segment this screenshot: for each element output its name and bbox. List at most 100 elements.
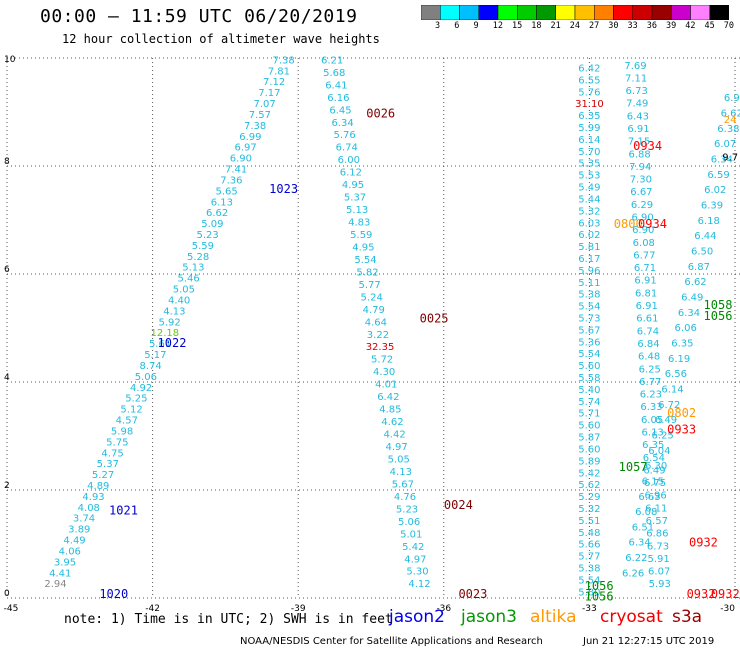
track-value: 4.41: [49, 568, 71, 579]
y-tick-label: 4: [4, 373, 10, 383]
track-value: 3.95: [54, 557, 76, 568]
colorbar-label: 24: [569, 21, 580, 31]
track-value: 6.35: [642, 440, 664, 451]
track-value: 7.38: [244, 121, 266, 132]
colorbar-label: 15: [512, 21, 523, 31]
track-value: 3.74: [73, 514, 95, 525]
track-value: 6.77: [633, 250, 655, 261]
track-value: 5.77: [358, 280, 380, 291]
track-value: 5.92: [158, 317, 180, 328]
track-value: 5.99: [578, 123, 600, 134]
track-value: 5.06: [135, 372, 157, 383]
track-value: 6.17: [578, 254, 600, 265]
track-value: 5.32: [578, 206, 600, 217]
legend-s3a: s3a: [672, 607, 703, 627]
track-value: 4.13: [390, 467, 412, 478]
track-value: 6.73: [647, 541, 669, 552]
colorbar-label: 3: [435, 21, 441, 31]
track-value: 6.05: [641, 415, 663, 426]
track-value: 6.14: [661, 384, 683, 395]
x-tick-label: -42: [145, 604, 160, 614]
track-value: 5.70: [578, 147, 600, 158]
track-value: 6.54: [643, 453, 665, 464]
track-value: 6.35: [578, 111, 600, 122]
pass-label: 0932: [689, 536, 718, 550]
map-subtitle: 12 hour collection of altimeter wave hei…: [62, 32, 380, 46]
track-value: 4.01: [375, 380, 397, 391]
track-value: 7.69: [624, 61, 646, 72]
pass-label: 1022: [158, 336, 187, 350]
legend-altika: altika: [530, 607, 577, 627]
track-value: 5.36: [578, 337, 600, 348]
track-value: 4.62: [381, 417, 403, 428]
track-value: 6.88: [629, 149, 651, 160]
track-value: 4.79: [363, 305, 385, 316]
track-value: 5.37: [97, 459, 119, 470]
track-value: 5.76: [578, 87, 600, 98]
timestamp-text: Jun 21 12:27:15 UTC 2019: [583, 636, 715, 647]
pass-label: 0933: [667, 422, 696, 436]
track-value: 5.30: [406, 567, 428, 578]
track-value: 6.26: [622, 568, 644, 579]
colorbar-label: 33: [627, 21, 638, 31]
track-value: 6.06: [675, 323, 697, 334]
track-value: 5.93: [649, 579, 671, 590]
track-value: 5.74: [578, 397, 600, 408]
pass-label: 0802: [667, 406, 696, 420]
track-value: 5.71: [578, 409, 600, 420]
track-value: 6.71: [634, 263, 656, 274]
y-tick-label: 10: [4, 55, 16, 65]
track-value: 5.68: [323, 68, 345, 79]
track-value: 5.13: [182, 263, 204, 274]
track-value: 6.02: [704, 185, 726, 196]
colorbar-label: 30: [608, 21, 619, 31]
track-value: 6.38: [717, 124, 739, 135]
track-value: 5.53: [578, 171, 600, 182]
track-value: 6.57: [646, 516, 668, 527]
track-value: 5.67: [392, 479, 414, 490]
track-value: 6.29: [631, 200, 653, 211]
track-value: 5.05: [388, 454, 410, 465]
track-value: 6.41: [325, 80, 347, 91]
track-value: 6.75: [644, 478, 666, 489]
track-value: 5.96: [578, 266, 600, 277]
track-value: 5.44: [578, 194, 600, 205]
note-text: note: 1) Time is in UTC; 2) SWH is in fe…: [64, 612, 393, 627]
map-title: 00:00 – 11:59 UTC 06/20/2019: [40, 6, 358, 27]
track-value: 6.04: [648, 446, 670, 457]
track-value: 4.12: [408, 579, 430, 590]
legend-jason3: jason3: [461, 607, 517, 627]
track-value: 4.89: [87, 481, 109, 492]
track-value: 6.59: [707, 170, 729, 181]
track-value: 6.90: [632, 225, 654, 236]
track-value: 4.93: [82, 492, 104, 503]
pass-label: 1056: [585, 579, 614, 593]
track-value: 7.38: [273, 55, 295, 66]
pass-label: 1058: [704, 298, 733, 312]
pass-label: 1020: [99, 587, 128, 601]
track-value: 6.74: [336, 143, 358, 154]
track-value: 6.49: [643, 465, 665, 476]
track-value: 6.99: [239, 132, 261, 143]
track-value: 6.55: [578, 75, 600, 86]
pass-label: 1056: [704, 309, 733, 323]
track-value: 4.97: [404, 554, 426, 565]
track-value: 5.32: [578, 504, 600, 515]
track-value: 4.97: [386, 442, 408, 453]
pass-label: 0934: [633, 139, 662, 153]
track-value: 6.63: [638, 492, 660, 503]
track-value: 5.81: [578, 242, 600, 253]
track-value: 7.07: [253, 99, 275, 110]
track-value: 5.37: [344, 193, 366, 204]
track-value: 7.12: [263, 77, 285, 88]
track-value: 6.96: [644, 491, 666, 502]
track-value: 6.62: [721, 109, 740, 120]
track-value: 4.08: [78, 503, 100, 514]
track-value: 6.81: [635, 288, 657, 299]
track-value: 6.33: [640, 402, 662, 413]
pass-label: 0024: [444, 498, 473, 512]
legend-cryosat: cryosat: [600, 607, 663, 627]
track-value: 5.65: [215, 186, 237, 197]
track-value: 5.42: [578, 468, 600, 479]
